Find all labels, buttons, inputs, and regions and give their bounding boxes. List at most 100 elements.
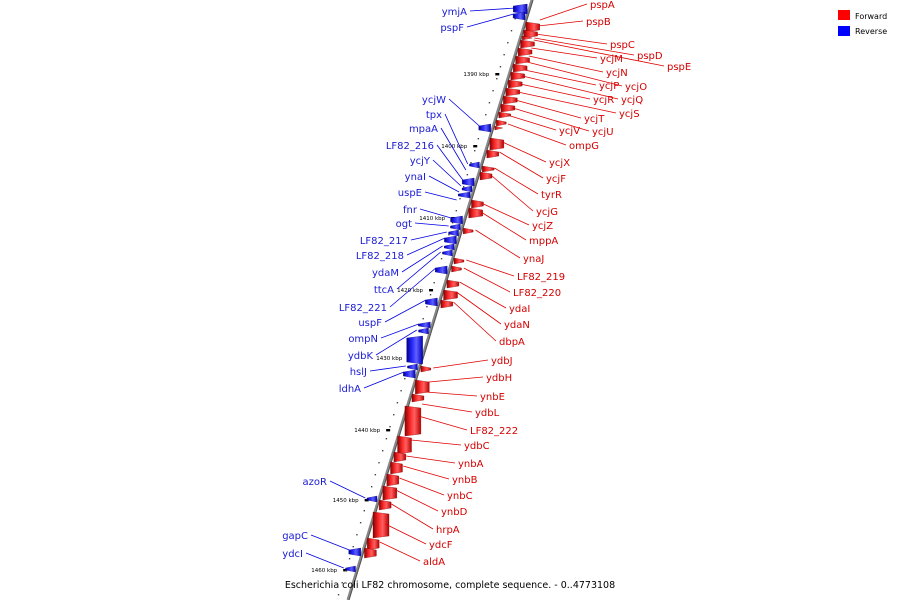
- forward-gene-label[interactable]: ycjQ: [621, 95, 643, 106]
- forward-gene-label[interactable]: ynaJ: [523, 254, 544, 265]
- forward-gene-block: [498, 111, 511, 119]
- forward-gene-label[interactable]: pspC: [610, 40, 635, 51]
- forward-gene-label[interactable]: ycjU: [592, 127, 614, 138]
- forward-gene-label[interactable]: ycjO: [625, 82, 647, 93]
- forward-gene-label[interactable]: ynbB: [452, 475, 478, 486]
- forward-gene-label[interactable]: LF82_219: [517, 272, 565, 283]
- reverse-gene-label[interactable]: pspF: [440, 23, 464, 34]
- forward-gene-label[interactable]: ycjP: [599, 81, 619, 92]
- reverse-gene-label[interactable]: LF82_217: [360, 236, 408, 247]
- reverse-gene-label[interactable]: ycjY: [410, 156, 431, 167]
- reverse-gene-label[interactable]: uspE: [398, 188, 422, 199]
- reverse-gene-label[interactable]: ompN: [348, 334, 378, 345]
- minor-tick: [488, 102, 491, 104]
- reverse-gene-label[interactable]: ynaI: [405, 172, 426, 183]
- forward-gene-label[interactable]: ynbD: [441, 507, 468, 518]
- reverse-gene-label[interactable]: ogt: [396, 219, 412, 230]
- minor-tick: [462, 186, 465, 188]
- forward-gene-label[interactable]: ydaN: [504, 320, 530, 331]
- forward-gene-leader: [480, 211, 527, 241]
- forward-gene-label[interactable]: ynbA: [458, 459, 484, 470]
- forward-gene-leader: [499, 151, 544, 179]
- forward-gene-label[interactable]: LF82_220: [513, 288, 561, 299]
- forward-gene-label[interactable]: pspA: [590, 0, 615, 11]
- forward-gene-block: [515, 55, 530, 65]
- forward-gene-block: [525, 21, 540, 33]
- reverse-gene-block: [450, 215, 463, 225]
- minor-tick: [359, 522, 362, 524]
- forward-gene-label[interactable]: aldA: [423, 557, 445, 568]
- reverse-gene-block: [345, 565, 356, 573]
- forward-gene-leader: [483, 203, 530, 226]
- minor-tick: [499, 66, 502, 68]
- forward-gene-label[interactable]: ompG: [569, 141, 599, 152]
- reverse-gene-block: [444, 235, 457, 245]
- minor-tick: [385, 438, 388, 440]
- forward-gene-block: [390, 461, 403, 475]
- reverse-gene-label[interactable]: ydaM: [372, 268, 399, 279]
- reverse-gene-label[interactable]: LF82_216: [386, 141, 434, 152]
- forward-gene-label[interactable]: tyrR: [541, 190, 562, 201]
- reverse-gene-label[interactable]: ydcI: [282, 549, 303, 560]
- forward-gene-leader: [425, 391, 478, 397]
- reverse-gene-leader: [424, 191, 457, 201]
- reverse-gene-label[interactable]: ldhA: [339, 384, 361, 395]
- reverse-gene-label[interactable]: LF82_221: [339, 303, 387, 314]
- reverse-gene-label[interactable]: mpaA: [409, 124, 438, 135]
- forward-gene-block: [411, 393, 425, 403]
- reverse-gene-label[interactable]: fnr: [403, 205, 418, 216]
- reverse-gene-leader: [414, 222, 449, 227]
- reverse-gene-leader: [440, 127, 467, 171]
- forward-gene-label[interactable]: mppA: [529, 236, 558, 247]
- minor-tick: [382, 450, 384, 452]
- reverse-gene-label[interactable]: ymjA: [442, 7, 467, 18]
- reverse-gene-label[interactable]: gapC: [282, 531, 308, 542]
- reverse-gene-label[interactable]: ydbK: [348, 351, 374, 362]
- minor-tick: [352, 546, 354, 548]
- forward-gene-label[interactable]: ydbC: [464, 441, 490, 452]
- forward-gene-leader: [494, 167, 539, 195]
- reverse-gene-label[interactable]: uspF: [358, 318, 382, 329]
- reverse-gene-label[interactable]: ttcA: [374, 285, 394, 296]
- reverse-gene-label[interactable]: LF82_218: [356, 251, 404, 262]
- reverse-gene-label[interactable]: hslJ: [350, 367, 367, 378]
- reverse-gene-label[interactable]: azoR: [303, 477, 327, 488]
- forward-gene-label[interactable]: hrpA: [436, 525, 460, 536]
- minor-tick: [374, 474, 377, 476]
- forward-gene-label[interactable]: dbpA: [499, 337, 525, 348]
- forward-gene-label[interactable]: ydcF: [429, 540, 453, 551]
- forward-gene-label[interactable]: ycjF: [546, 174, 566, 185]
- reverse-gene-block: [450, 223, 461, 231]
- forward-gene-label[interactable]: ycjS: [619, 109, 640, 120]
- minor-tick: [404, 378, 406, 380]
- forward-gene-label[interactable]: ycjM: [600, 54, 623, 65]
- forward-gene-leader: [534, 37, 635, 56]
- forward-gene-label[interactable]: ydaI: [509, 304, 530, 315]
- minor-tick: [356, 534, 358, 536]
- reverse-gene-leader: [448, 98, 480, 127]
- forward-gene-label[interactable]: pspE: [667, 62, 691, 73]
- reverse-gene-label[interactable]: ycjW: [422, 95, 446, 106]
- reverse-gene-leader: [310, 534, 350, 551]
- forward-gene-leader: [395, 489, 439, 512]
- forward-gene-label[interactable]: ycjN: [606, 68, 628, 79]
- forward-gene-label[interactable]: ycjX: [549, 158, 570, 169]
- reverse-gene-label[interactable]: tpx: [426, 110, 442, 121]
- forward-gene-label[interactable]: ycjR: [593, 95, 614, 106]
- forward-gene-label[interactable]: ydbH: [486, 373, 512, 384]
- forward-gene-label[interactable]: pspB: [586, 17, 611, 28]
- forward-gene-label[interactable]: ycjZ: [532, 221, 553, 232]
- forward-gene-label[interactable]: pspD: [637, 51, 663, 62]
- genome-backbone: [346, 0, 534, 600]
- forward-gene-block: [471, 199, 484, 209]
- legend-reverse-label: Reverse: [855, 27, 887, 36]
- forward-gene-label[interactable]: ycjV: [559, 126, 580, 137]
- forward-gene-label[interactable]: ydbJ: [491, 356, 513, 367]
- forward-gene-label[interactable]: ycjG: [536, 207, 558, 218]
- forward-gene-label[interactable]: ydbL: [475, 408, 500, 419]
- forward-gene-label[interactable]: ynbE: [480, 392, 505, 403]
- forward-gene-label[interactable]: ycjT: [584, 114, 605, 125]
- forward-gene-label[interactable]: ynbC: [447, 491, 473, 502]
- forward-gene-label[interactable]: LF82_222: [470, 426, 518, 437]
